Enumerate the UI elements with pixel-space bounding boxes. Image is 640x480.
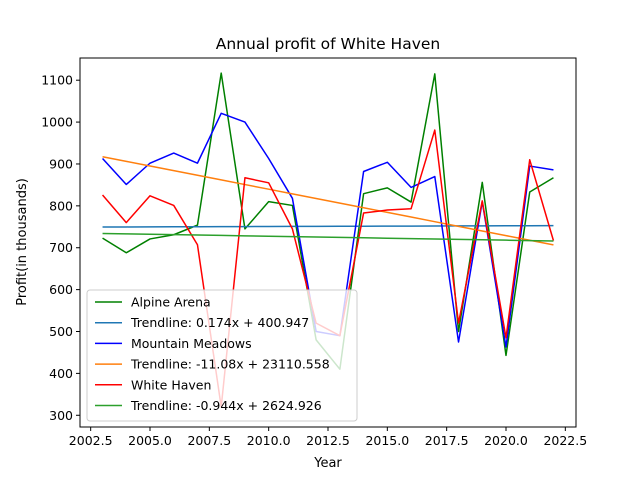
- x-axis-title: Year: [313, 456, 342, 471]
- y-tick-label: 800: [49, 198, 73, 213]
- y-tick-label: 1000: [41, 115, 73, 130]
- x-tick-label: 2015.0: [365, 433, 409, 448]
- y-axis-title: Profit(in thousands): [15, 178, 30, 306]
- x-tick-label: 2007.5: [187, 433, 231, 448]
- legend-label: White Haven: [131, 377, 211, 392]
- y-tick-label: 900: [49, 156, 73, 171]
- chart-title: Annual profit of White Haven: [216, 35, 440, 53]
- legend-label: Trendline: 0.174x + 400.947: [130, 315, 309, 330]
- x-tick-label: 2022.5: [543, 433, 587, 448]
- x-tick-label: 2012.5: [306, 433, 350, 448]
- series-line-trendline-11-08x-23110-558: [102, 155, 554, 246]
- legend: Alpine Arena Trendline: 0.174x + 400.947 M…: [86, 289, 358, 422]
- legend-label: Mountain Meadows: [131, 336, 252, 351]
- x-tick-label: 2005.0: [128, 433, 172, 448]
- y-axis: 300 400 500 600 700 800 900 1000 1100: [41, 73, 80, 423]
- x-tick-label: 2010.0: [247, 433, 291, 448]
- y-tick-label: 700: [49, 240, 73, 255]
- legend-box: [86, 289, 358, 422]
- series-line-trendline-0-944x-2624-926: [102, 232, 554, 242]
- y-tick-label: 500: [49, 324, 73, 339]
- legend-label: Alpine Arena: [131, 295, 211, 310]
- y-tick-label: 600: [49, 282, 73, 297]
- legend-label: Trendline: -0.944x + 2624.926: [130, 398, 322, 413]
- legend-label: Trendline: -11.08x + 23110.558: [130, 357, 330, 372]
- y-tick-label: 300: [49, 408, 73, 423]
- x-tick-label: 2020.0: [484, 433, 528, 448]
- y-tick-label: 1100: [41, 73, 73, 88]
- y-tick-label: 400: [49, 366, 73, 381]
- x-axis: 2002.5 2005.0 2007.5 2010.0 2012.5 2015.0 2017…: [69, 427, 587, 448]
- x-tick-label: 2017.5: [425, 433, 469, 448]
- x-tick-label: 2002.5: [69, 433, 113, 448]
